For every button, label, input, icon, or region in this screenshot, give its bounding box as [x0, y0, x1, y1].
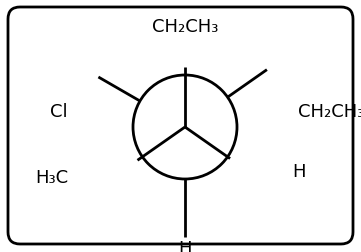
Text: Cl: Cl — [51, 103, 68, 120]
Text: H: H — [178, 239, 192, 252]
Text: CH₂CH₃: CH₂CH₃ — [152, 18, 218, 36]
FancyBboxPatch shape — [8, 8, 353, 244]
Text: H₃C: H₃C — [35, 168, 68, 186]
Text: H: H — [292, 162, 305, 180]
Text: CH₂CH₃: CH₂CH₃ — [298, 103, 361, 120]
